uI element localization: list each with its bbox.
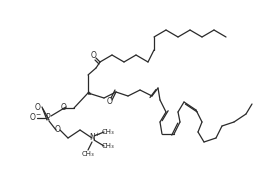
Text: CH₃: CH₃ [82,151,94,157]
Text: N: N [89,134,95,143]
Text: P: P [46,114,50,122]
Text: O: O [107,98,113,106]
Text: O: O [61,103,67,111]
Text: O: O [91,51,97,61]
Text: O: O [30,114,36,122]
Text: O: O [35,103,41,112]
Text: −: − [35,111,41,116]
Text: CH₃: CH₃ [102,129,114,135]
Text: +: + [94,132,100,137]
Text: O: O [55,125,61,135]
Text: CH₃: CH₃ [102,143,114,149]
